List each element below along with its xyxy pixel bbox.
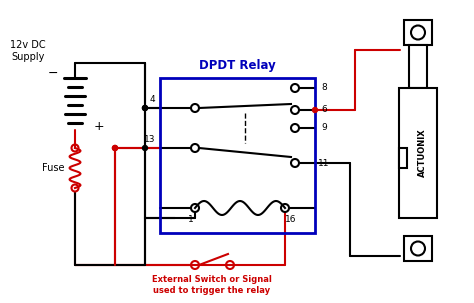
Text: External Switch or Signal
used to trigger the relay: External Switch or Signal used to trigge… <box>152 275 272 295</box>
Text: 1: 1 <box>188 215 194 225</box>
Text: 16: 16 <box>285 215 297 225</box>
Bar <box>399 148 407 168</box>
Circle shape <box>112 145 118 151</box>
Bar <box>399 88 437 218</box>
Text: 8: 8 <box>321 84 327 92</box>
Bar <box>160 78 315 233</box>
Bar <box>404 236 432 261</box>
Text: 6: 6 <box>321 105 327 115</box>
Text: 4: 4 <box>149 95 155 105</box>
Bar <box>404 20 432 45</box>
Circle shape <box>143 145 147 151</box>
Circle shape <box>143 105 147 111</box>
Text: ACTUONIX: ACTUONIX <box>418 129 427 177</box>
Text: 9: 9 <box>321 124 327 132</box>
Text: 13: 13 <box>144 135 156 145</box>
Bar <box>409 45 427 88</box>
Circle shape <box>143 105 147 111</box>
Text: +: + <box>94 121 104 134</box>
Text: DPDT Relay: DPDT Relay <box>199 58 276 72</box>
Text: −: − <box>48 66 58 79</box>
Circle shape <box>112 145 118 151</box>
Text: 11: 11 <box>318 158 330 168</box>
Text: 12v DC
Supply: 12v DC Supply <box>10 40 46 62</box>
Circle shape <box>312 108 318 112</box>
Text: Fuse: Fuse <box>42 163 64 173</box>
